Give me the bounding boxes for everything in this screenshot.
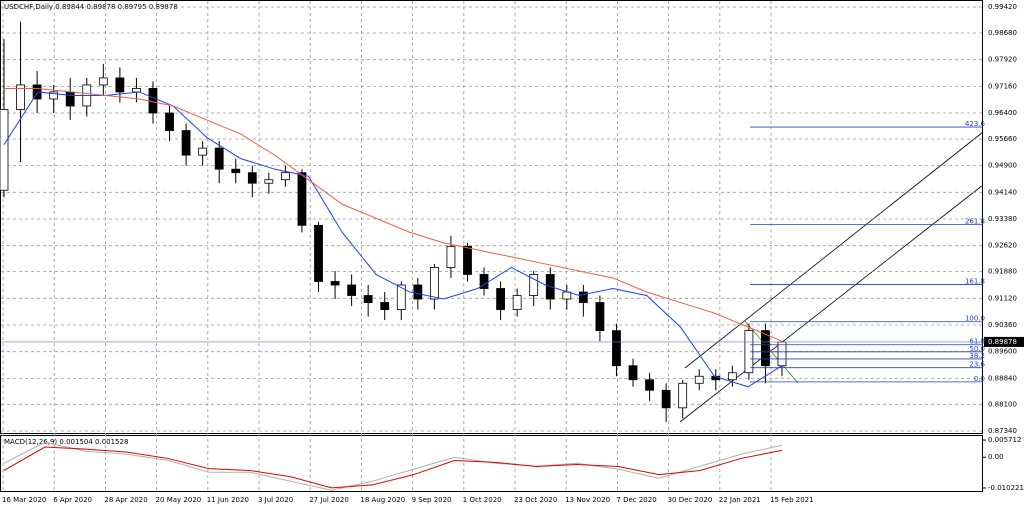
candle-body — [578, 291, 588, 303]
candle-body — [761, 330, 770, 367]
y-tick-label: 0.88840 — [988, 374, 1017, 382]
candle-body — [463, 245, 472, 275]
candle-body — [694, 375, 704, 384]
fibo-label: 0.0 — [974, 375, 985, 383]
candle-body — [330, 281, 340, 286]
candle-body — [678, 382, 688, 409]
x-tick-label: 16 Mar 2020 — [2, 496, 46, 504]
y-tick-label: 0.93380 — [988, 215, 1017, 223]
candle-body — [98, 77, 108, 86]
x-tick-label: 6 Apr 2020 — [53, 496, 92, 504]
candle-body — [380, 302, 390, 310]
fibo-label: 423.6 — [965, 120, 986, 128]
candle-body — [231, 168, 241, 174]
y-tick-label: 0.91120 — [988, 294, 1017, 302]
macd-line — [3, 441, 783, 491]
candle-body — [413, 284, 423, 300]
macd-title: MACD(12,26,9) 0.001504 0.001528 — [4, 438, 128, 446]
y-tick-label: 0.92620 — [988, 242, 1017, 250]
moving-average — [3, 91, 783, 388]
candle-body — [115, 77, 125, 93]
x-tick-label: 15 Feb 2021 — [770, 496, 814, 504]
fibo-label: 161.8 — [965, 278, 985, 286]
chart-title: USDCHF,Daily 0.89844 0.89878 0.89795 0.8… — [4, 3, 178, 11]
fibo-label: 38.2 — [969, 352, 985, 360]
candle-body — [314, 224, 323, 282]
y-tick-label: 0.94900 — [988, 162, 1017, 170]
candle-body — [132, 88, 141, 93]
fibo-label: 261.8 — [965, 217, 985, 225]
candle-body — [247, 172, 257, 184]
y-tick-label: 0.95660 — [988, 135, 1017, 143]
current-price-label: 0.89878 — [988, 338, 1017, 346]
x-tick-label: 13 Nov 2020 — [565, 496, 610, 504]
y-tick-label: 0.96400 — [988, 109, 1017, 117]
x-tick-label: 3 Jul 2020 — [258, 496, 293, 504]
y-tick-label: 0.94140 — [988, 188, 1017, 196]
candle-body — [628, 365, 638, 381]
channel-line — [679, 184, 984, 423]
x-tick-label: 22 Jan 2021 — [719, 496, 761, 504]
candle-body — [529, 274, 539, 296]
candle-body — [661, 389, 671, 409]
candle-body — [777, 341, 787, 367]
candle-body — [0, 109, 9, 191]
candle-body — [214, 147, 224, 170]
candle-body — [165, 112, 174, 131]
candle-body — [198, 147, 208, 156]
candle-body — [595, 302, 605, 332]
y-tick-label: 0.97920 — [988, 56, 1017, 64]
fibo-label: 100.0 — [965, 315, 985, 323]
x-tick-label: 30 Dec 2020 — [668, 496, 713, 504]
candle-body — [612, 330, 621, 367]
candle-body — [281, 172, 290, 181]
y-tick-label: 0.97160 — [988, 82, 1017, 90]
candle-body — [363, 295, 373, 303]
y-tick-label: 0.89600 — [988, 348, 1017, 356]
candle-body — [727, 372, 737, 381]
x-tick-label: 23 Oct 2020 — [514, 496, 557, 504]
candle-body — [496, 288, 505, 310]
moving-average — [4, 87, 783, 342]
candle-body — [181, 130, 191, 156]
y-tick-label: 0.91880 — [988, 268, 1017, 276]
macd-tick-label: 0.00 — [988, 453, 1004, 461]
candle-body — [264, 179, 274, 184]
macd-frame — [0, 435, 983, 492]
macd-line — [3, 446, 783, 489]
y-tick-label: 0.88100 — [988, 400, 1017, 408]
x-tick-label: 7 Dec 2020 — [616, 496, 656, 504]
y-tick-label: 0.99420 — [988, 3, 1017, 11]
fibo-label: 23.6 — [969, 361, 985, 369]
candle-body — [446, 245, 456, 268]
candle-body — [512, 295, 522, 310]
x-tick-label: 28 Apr 2020 — [104, 496, 147, 504]
macd-tick-label: -0.010221 — [988, 484, 1024, 492]
y-tick-label: 0.87340 — [988, 427, 1017, 435]
x-tick-label: 27 Jul 2020 — [309, 496, 349, 504]
y-tick-label: 0.90360 — [988, 321, 1017, 329]
y-tick-label: 0.98680 — [988, 29, 1017, 37]
x-tick-label: 20 May 2020 — [156, 496, 202, 504]
fibo-label: 50.0 — [969, 345, 985, 353]
macd-tick-label: 0.005712 — [988, 436, 1021, 444]
x-tick-label: 1 Oct 2020 — [463, 496, 502, 504]
x-tick-label: 18 Aug 2020 — [360, 496, 405, 504]
channel-line — [684, 131, 984, 369]
candle-body — [429, 267, 439, 300]
candle-body — [297, 172, 307, 226]
candle-body — [645, 379, 654, 391]
x-tick-label: 9 Sep 2020 — [412, 496, 452, 504]
candle-body — [65, 91, 75, 107]
candle-body — [396, 284, 406, 310]
candle-body — [16, 84, 25, 110]
x-tick-label: 11 Jun 2020 — [207, 496, 249, 504]
current-price-box — [984, 336, 1024, 347]
candle-body — [49, 91, 59, 100]
price-frame — [0, 0, 983, 434]
candle-body — [347, 284, 357, 296]
